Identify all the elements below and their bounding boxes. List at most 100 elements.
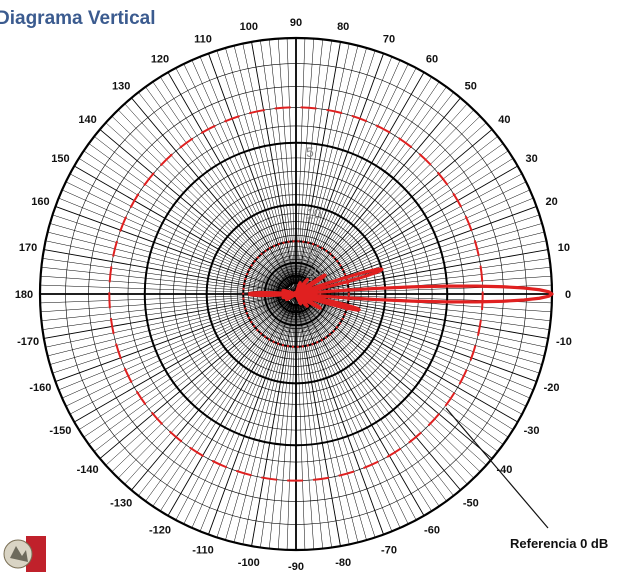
grid-spoke (303, 301, 475, 479)
grid-spoke (299, 50, 376, 284)
grid-spoke (306, 258, 550, 293)
grid-spoke (225, 304, 294, 541)
grid-spoke (242, 304, 294, 545)
grid-spoke (74, 165, 297, 295)
grid-spoke (303, 122, 487, 287)
angle-tick-label: -170 (17, 336, 39, 348)
grid-spoke (268, 304, 296, 549)
grid-spoke (298, 304, 367, 541)
angle-tick-label: 10 (558, 242, 570, 254)
grid-spoke (306, 295, 550, 330)
grid-spoke (216, 50, 293, 284)
grid-spoke (295, 53, 384, 295)
grid-spoke (295, 293, 425, 516)
grid-spoke (43, 293, 297, 339)
angle-tick-label: -30 (524, 425, 540, 437)
grid-spoke (301, 303, 432, 512)
grid-spoke (298, 45, 359, 284)
grid-spoke (117, 109, 289, 287)
reference-label: Referencia 0 dB (510, 536, 608, 551)
grid-spoke (295, 129, 493, 295)
grid-spoke (216, 304, 293, 538)
grid-spoke (49, 223, 286, 292)
radiation-pattern-line (247, 267, 554, 312)
grid-spoke (260, 40, 295, 284)
grid-spoke (40, 294, 286, 313)
grid-spoke (94, 136, 288, 288)
angle-tick-label: -110 (192, 545, 213, 557)
grid-spoke (300, 60, 401, 285)
chart-title: Diagrama Vertical (0, 8, 156, 29)
grid-spoke (268, 39, 296, 284)
grid-spoke (286, 304, 296, 550)
grid-spoke (295, 97, 461, 295)
grid-spoke (117, 301, 289, 479)
grid-spoke (40, 275, 286, 294)
grid-spoke (40, 294, 286, 304)
grid-spoke (305, 299, 514, 430)
angle-tick-label: 60 (426, 53, 438, 65)
grid-spoke (62, 298, 287, 399)
reference-pointer-line (445, 407, 549, 529)
angle-tick-label: 80 (337, 21, 349, 33)
grid-spoke (277, 304, 296, 550)
grid-spoke (305, 158, 514, 289)
angle-tick-label: -70 (381, 545, 397, 557)
grid-spoke (52, 214, 286, 291)
grid-spoke (78, 158, 287, 289)
grid-spoke (88, 300, 288, 445)
grid-spoke (306, 297, 540, 374)
grid-spoke (298, 304, 359, 543)
grid-spoke (296, 38, 306, 284)
grid-spoke (296, 39, 324, 284)
grid-spoke (233, 304, 294, 543)
logo-fragment-icon (0, 528, 46, 572)
grid-spoke (305, 298, 527, 407)
grid-spoke (304, 300, 504, 445)
grid-spoke (298, 43, 350, 284)
grid-spoke (138, 92, 290, 286)
grid-spoke (304, 150, 509, 289)
grid-spoke (299, 303, 393, 532)
angle-tick-label: 40 (498, 114, 510, 126)
grid-spoke (167, 293, 297, 516)
angle-tick-label: 150 (51, 153, 69, 165)
grid-spoke (40, 284, 286, 294)
grid-spoke (303, 115, 481, 287)
grid-spoke (298, 47, 367, 284)
grid-spoke (167, 72, 297, 295)
grid-spoke (299, 304, 376, 538)
grid-spoke (296, 38, 315, 284)
angle-tick-label: -50 (463, 497, 479, 509)
grid-group (38, 36, 554, 552)
grid-spoke (199, 56, 293, 285)
grid-spoke (302, 302, 447, 502)
grid-spoke (124, 301, 289, 485)
grid-spoke (41, 294, 286, 322)
grid-spoke (111, 115, 289, 287)
grid-spoke (152, 81, 291, 286)
grid-spoke (42, 258, 286, 293)
grid-spoke (65, 181, 287, 290)
grid-spoke (83, 299, 288, 438)
grid-spoke (58, 297, 287, 391)
angle-tick-label: 100 (240, 21, 258, 33)
grid-spoke (111, 301, 289, 473)
grid-spoke (175, 67, 292, 285)
grid-spoke (160, 76, 291, 285)
grid-spoke (296, 304, 306, 550)
reference-circles-group (108, 106, 484, 482)
grid-spoke (83, 150, 288, 289)
grid-spoke (152, 302, 291, 507)
grid-spoke (295, 293, 341, 547)
grid-spoke (160, 303, 291, 512)
grid-spoke (300, 67, 417, 285)
grid-spoke (303, 301, 481, 473)
grid-spoke (303, 109, 475, 287)
grid-spoke (298, 304, 350, 545)
grid-spoke (183, 63, 292, 285)
grid-spoke (99, 293, 297, 459)
grid-spoke (94, 300, 288, 452)
angle-tick-label: 20 (545, 196, 557, 208)
angle-tick-label: 140 (78, 114, 96, 126)
